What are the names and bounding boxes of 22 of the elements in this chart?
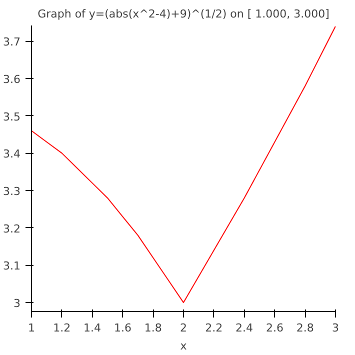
y-tick-label: 3.1: [3, 260, 21, 273]
x-tick-label: 2.2: [205, 322, 223, 334]
x-tick-label: 1.8: [144, 322, 162, 334]
y-tick-label: 3.4: [3, 148, 21, 161]
y-tick-label: 3: [14, 297, 20, 310]
x-tick-label: 3: [332, 322, 339, 334]
y-tick-label: 3.6: [3, 73, 21, 86]
x-axis-title: x: [180, 340, 188, 352]
x-tick-label: 2.4: [236, 322, 254, 334]
y-tick-label: 3.2: [3, 222, 21, 236]
y-tick-label: 3.7: [3, 36, 21, 49]
chart-title: Graph of y=(abs(x^2-4)+9)^(1/2) on [ 1.000, 3.000]: [38, 8, 330, 20]
y-tick-label: 3.5: [3, 110, 21, 124]
x-tick-label: 1.6: [114, 322, 132, 334]
x-tick-label: 2.8: [296, 322, 314, 334]
y-tick-label: 3.3: [3, 185, 21, 198]
x-tick-label: 1.2: [53, 322, 71, 334]
x-tick-label: 1.4: [84, 322, 102, 334]
line-series: [32, 26, 336, 304]
x-tick-label: 2: [180, 322, 187, 334]
x-tick-label: 2.6: [266, 322, 284, 334]
x-tick-label: 1: [28, 322, 35, 334]
